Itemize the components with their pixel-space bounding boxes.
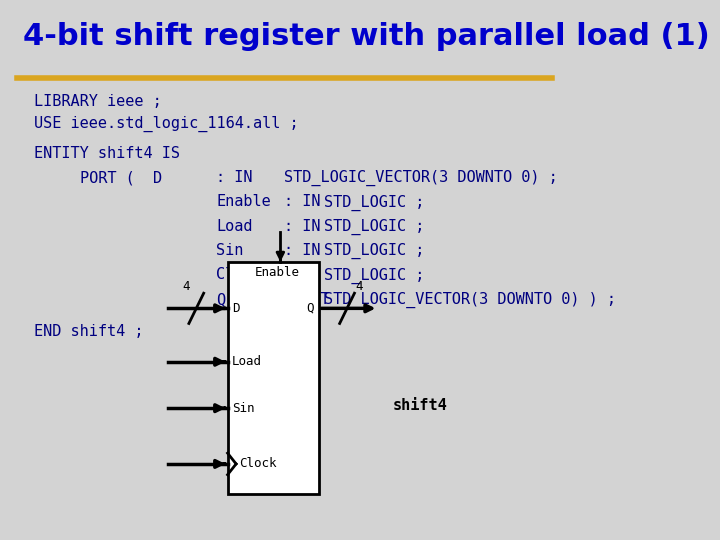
Text: Enable: Enable	[216, 194, 271, 210]
Text: 4-bit shift register with parallel load (1): 4-bit shift register with parallel load …	[23, 22, 709, 51]
Text: 4: 4	[182, 280, 190, 293]
Text: D: D	[232, 302, 240, 315]
Text: PORT (  D: PORT ( D	[80, 170, 162, 185]
Text: : IN: : IN	[284, 219, 321, 234]
Text: Sin: Sin	[232, 402, 255, 415]
Text: STD_LOGIC ;: STD_LOGIC ;	[324, 243, 425, 259]
Text: Load: Load	[232, 355, 262, 368]
Text: LIBRARY ieee ;: LIBRARY ieee ;	[34, 94, 162, 110]
Text: Enable: Enable	[255, 266, 300, 279]
Text: STD_LOGIC ;: STD_LOGIC ;	[324, 267, 425, 284]
Text: STD_LOGIC ;: STD_LOGIC ;	[324, 194, 425, 211]
Text: Q: Q	[307, 302, 314, 315]
Text: STD_LOGIC_VECTOR(3 DOWNTO 0) ) ;: STD_LOGIC_VECTOR(3 DOWNTO 0) ) ;	[324, 292, 616, 308]
Text: END shift4 ;: END shift4 ;	[34, 324, 143, 339]
Text: : IN: : IN	[284, 194, 321, 210]
Text: Clock: Clock	[216, 267, 262, 282]
Text: : IN: : IN	[284, 267, 321, 282]
Text: shift4: shift4	[392, 399, 447, 413]
Text: : IN: : IN	[284, 243, 321, 258]
Text: Clock: Clock	[239, 457, 276, 470]
Text: ENTITY shift4 IS: ENTITY shift4 IS	[34, 146, 180, 161]
Text: Load: Load	[216, 219, 253, 234]
Text: : IN: : IN	[216, 170, 253, 185]
Text: Q: Q	[216, 292, 225, 307]
Text: 4: 4	[356, 280, 364, 293]
Text: : OUT: : OUT	[284, 292, 330, 307]
Text: STD_LOGIC ;: STD_LOGIC ;	[324, 219, 425, 235]
Text: USE ieee.std_logic_1164.all ;: USE ieee.std_logic_1164.all ;	[34, 116, 299, 132]
Text: STD_LOGIC_VECTOR(3 DOWNTO 0) ;: STD_LOGIC_VECTOR(3 DOWNTO 0) ;	[284, 170, 558, 186]
Text: Sin: Sin	[216, 243, 243, 258]
Bar	[228, 262, 319, 494]
